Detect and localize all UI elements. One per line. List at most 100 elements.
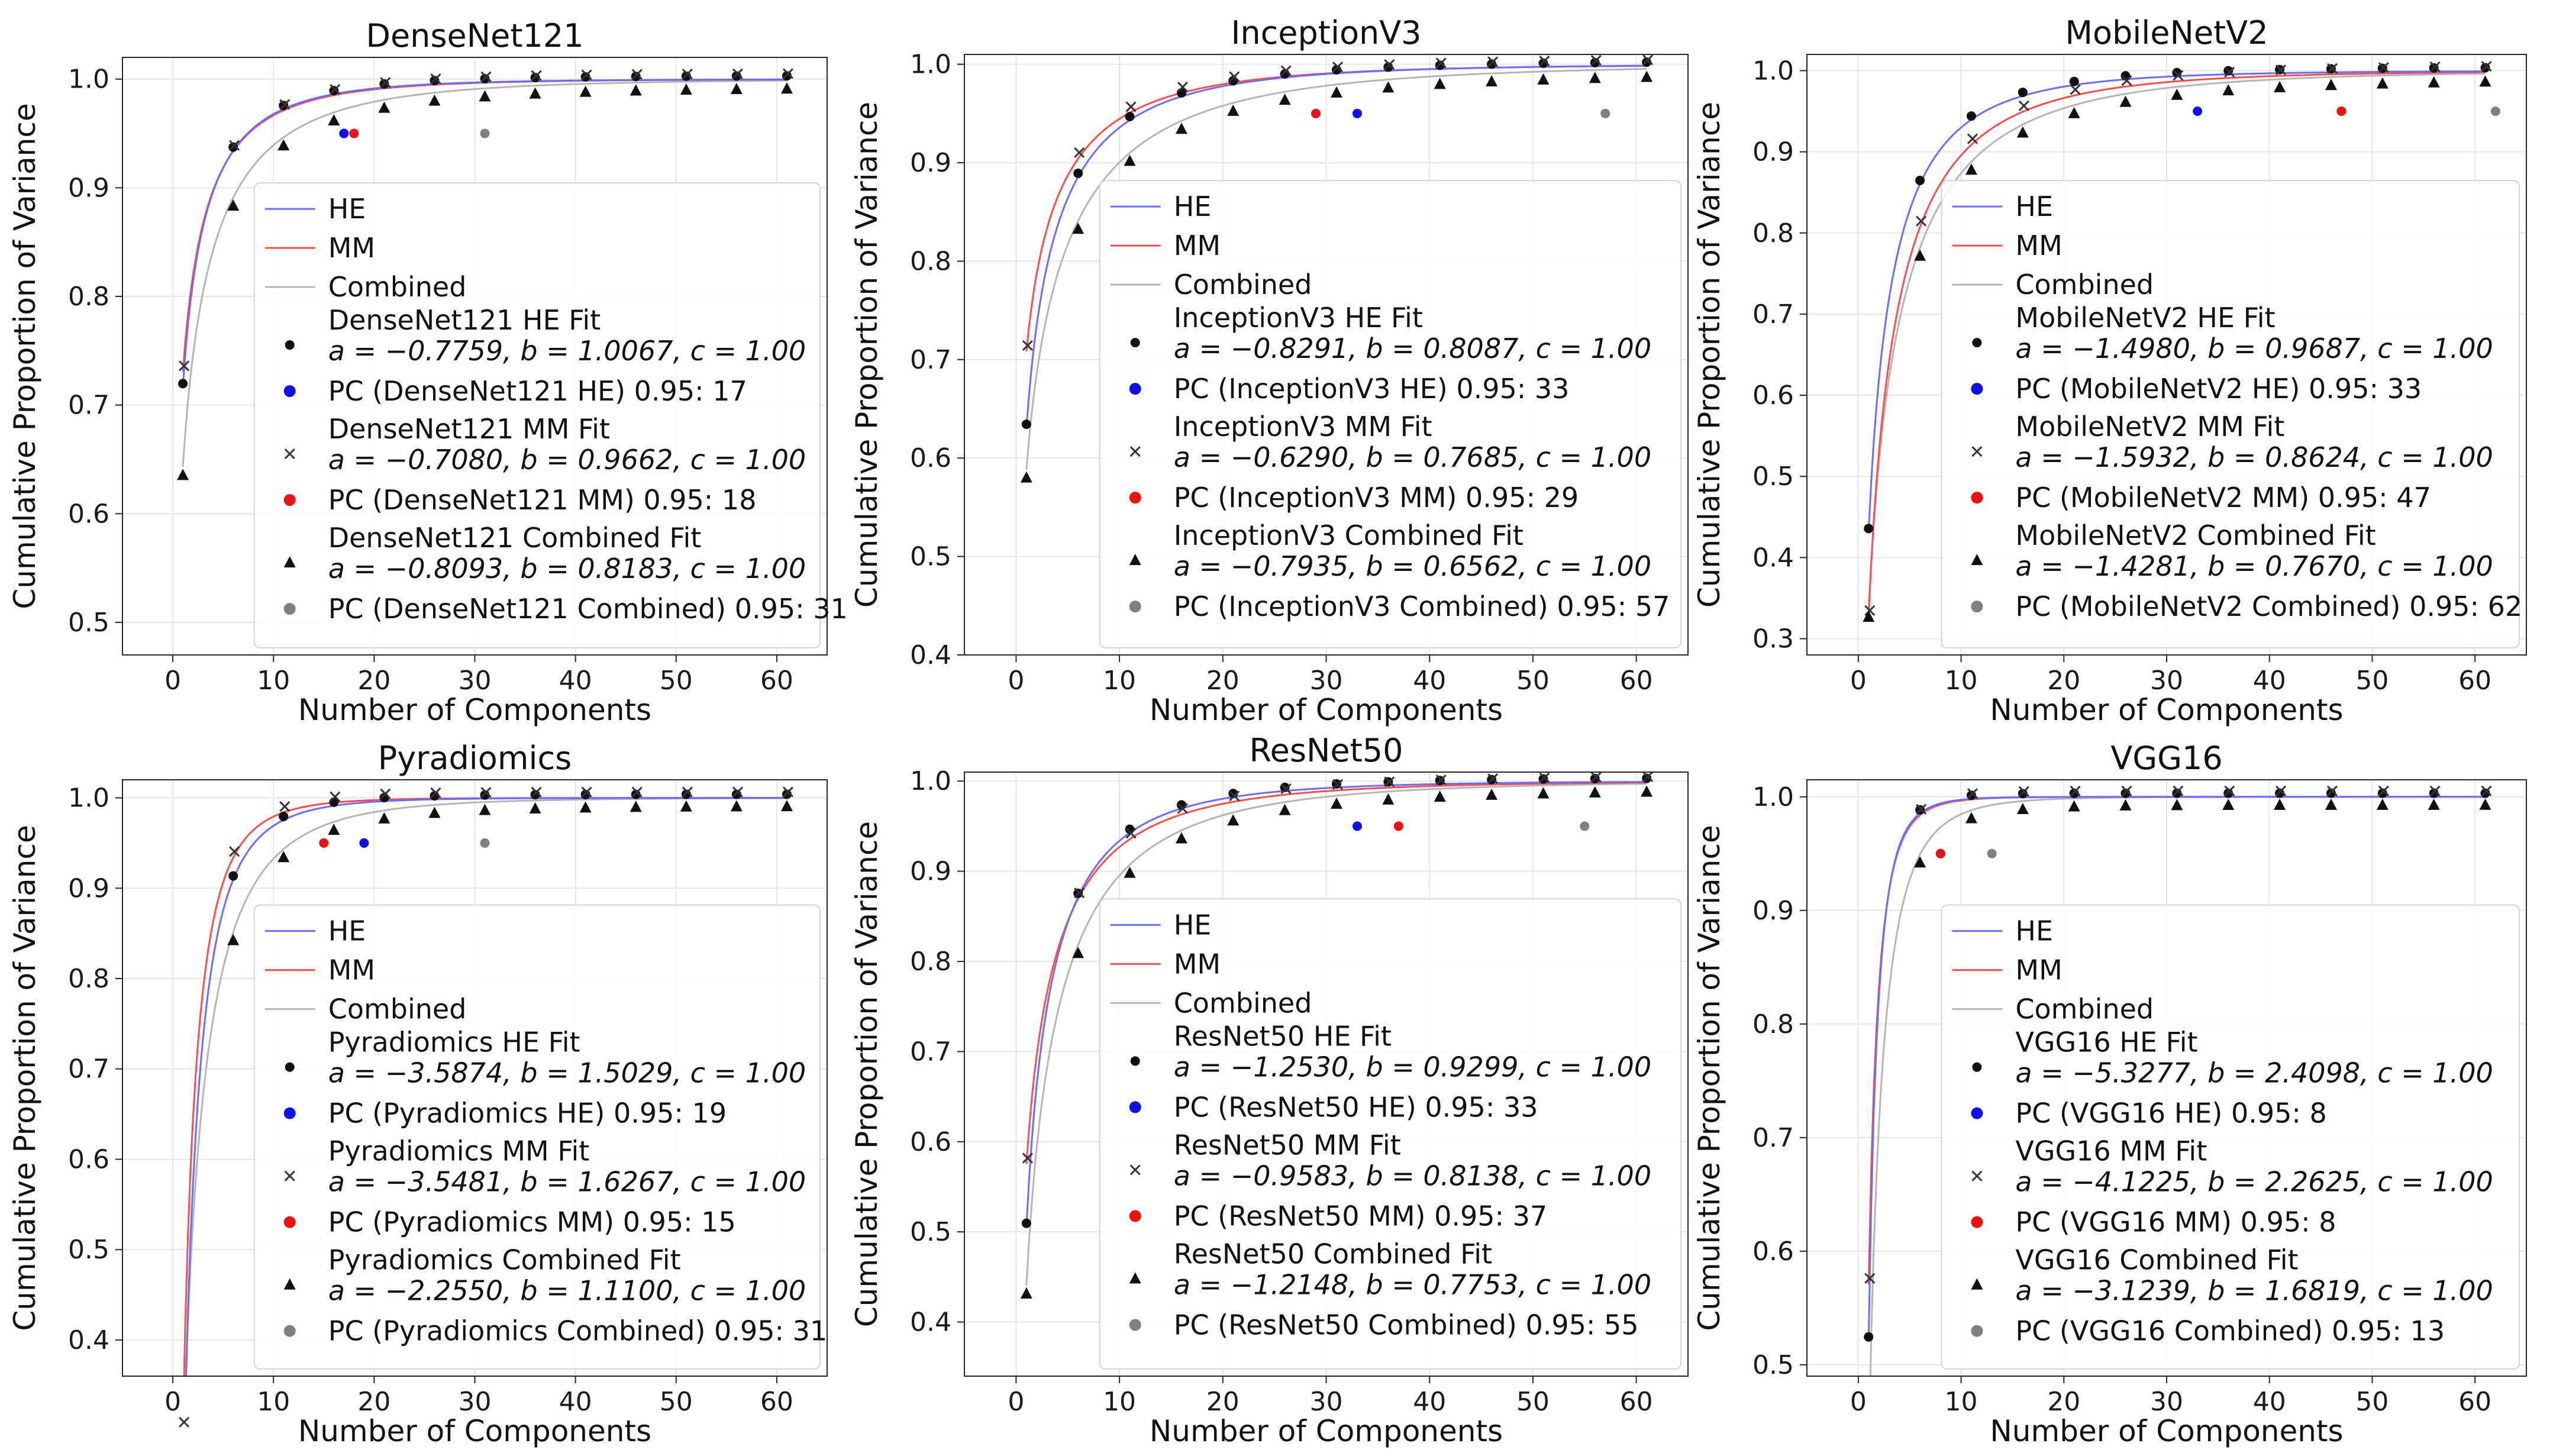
x-tick-label: 10 xyxy=(1103,1387,1136,1417)
mm-sample-marker xyxy=(1487,773,1499,785)
y-tick-label: 0.5 xyxy=(1752,461,1794,492)
x-tick-label: 0 xyxy=(164,1387,181,1417)
chart-panel-1: 0 10 20 30 40 50 60 0.5 0.6 0.7 0.8 0.9 1.0 DenseNet1… xyxy=(8,17,848,727)
combined-sample-marker xyxy=(2376,77,2389,89)
combined-sample-marker xyxy=(529,802,541,813)
legend-mm-pc-marker xyxy=(1971,1216,1983,1228)
legend-cb-pc-label: PC (Pyradiomics Combined) 0.95: 31 xyxy=(328,1315,827,1347)
combined-sample-marker xyxy=(227,934,240,945)
mm-sample-marker xyxy=(2378,62,2389,73)
legend-he-marker xyxy=(285,340,295,350)
x-tick-label: 0 xyxy=(1850,1387,1867,1417)
legend-mm-pc-marker xyxy=(1129,1210,1141,1222)
x-tick-label: 50 xyxy=(2355,666,2389,696)
x-tick-label: 30 xyxy=(1310,1387,1343,1417)
y-tick-label: 0.6 xyxy=(910,443,951,473)
legend-label-mm: MM xyxy=(2015,230,2062,262)
mm-sample-marker xyxy=(531,786,542,798)
legend-mm-pc-label: PC (MobileNetV2 MM) 0.95: 47 xyxy=(2015,482,2431,514)
combined-sample-marker xyxy=(1279,93,1291,105)
legend-box xyxy=(253,182,821,649)
mm-sample-marker xyxy=(1280,65,1292,76)
mm-sample-marker xyxy=(1384,59,1395,70)
mm-sample-marker xyxy=(1074,887,1085,899)
x-tick-label: 20 xyxy=(2047,666,2080,696)
legend-mm-fit-params: a = −0.6290, b = 0.7685, c = 1.00 xyxy=(1174,441,1651,473)
x-tick-label: 30 xyxy=(2150,1387,2183,1417)
mm-sample-marker xyxy=(682,786,693,798)
y-tick-label: 1.0 xyxy=(910,766,951,796)
he-sample-marker xyxy=(1966,111,1976,121)
legend-he-pc-label: PC (ResNet50 HE) 0.95: 33 xyxy=(1174,1091,1538,1123)
mm-sample-marker xyxy=(782,786,794,798)
x-axis-label: Number of Components xyxy=(1990,1414,2343,1448)
x-tick-label: 40 xyxy=(1413,666,1446,696)
chart-title: MobileNetV2 xyxy=(2065,14,2268,51)
mm-sample-marker xyxy=(1229,790,1240,802)
y-tick-label: 0.5 xyxy=(910,542,951,572)
legend-he-pc-label: PC (DenseNet121 HE) 0.95: 17 xyxy=(328,375,747,407)
legend-mm-marker xyxy=(284,448,295,460)
legend-cb-fit-title: VGG16 Combined Fit xyxy=(2015,1244,2298,1276)
mm-sample-marker xyxy=(2121,785,2132,796)
combined-sample-marker xyxy=(428,94,441,106)
y-tick-label: 0.5 xyxy=(1752,1350,1794,1380)
he-sample-marker xyxy=(1073,168,1083,178)
combined-sample-marker xyxy=(1641,70,1653,82)
legend-box xyxy=(1099,180,1682,648)
legend-cb-fit-title: MobileNetV2 Combined Fit xyxy=(2015,519,2376,551)
legend-label-combined: Combined xyxy=(328,271,467,303)
mm-sample-marker xyxy=(2378,785,2389,796)
x-axis-label: Number of Components xyxy=(1150,1414,1503,1448)
legend-cb-fit-params: a = −0.7935, b = 0.6562, c = 1.00 xyxy=(1174,550,1651,582)
combined-sample-marker xyxy=(1227,104,1240,116)
chart-panel-5: 0 10 20 30 40 50 60 0.4 0.5 0.6 0.7 0.8 0.9 1.0 ResNet… xyxy=(850,732,1689,1448)
x-tick-label: 10 xyxy=(1103,666,1136,696)
x-tick-label: 60 xyxy=(2458,1387,2491,1417)
y-axis-label: Cumulative Proportion of Variance xyxy=(8,825,42,1331)
y-tick-label: 0.9 xyxy=(910,148,951,178)
combined-sample-marker xyxy=(2222,84,2235,96)
he-sample-marker xyxy=(2018,88,2028,98)
combined-sample-marker xyxy=(428,806,441,818)
y-tick-label: 0.7 xyxy=(68,1054,109,1084)
mm-sample-marker xyxy=(631,69,643,80)
pc-point-mm xyxy=(2336,106,2347,117)
mm-sample-marker xyxy=(1125,828,1137,839)
y-axis-label: Cumulative Proportion of Variance xyxy=(850,821,884,1327)
legend-box xyxy=(1941,180,2520,648)
pc-point-he xyxy=(339,128,349,138)
combined-sample-marker xyxy=(630,800,642,812)
mm-sample-marker xyxy=(2018,786,2029,797)
combined-sample-marker xyxy=(1589,72,1601,83)
legend-label-he: HE xyxy=(2015,915,2053,947)
mm-sample-marker xyxy=(782,68,794,79)
mm-sample-marker xyxy=(229,140,240,151)
mm-sample-marker xyxy=(1539,55,1550,67)
legend-he-pc-label: PC (VGG16 HE) 0.95: 8 xyxy=(2015,1097,2326,1129)
y-tick-label: 0.9 xyxy=(68,173,109,203)
x-tick-label: 60 xyxy=(1620,666,1653,696)
pc-point-combined xyxy=(1987,848,1997,858)
combined-sample-marker xyxy=(2068,800,2080,812)
x-tick-label: 30 xyxy=(1310,666,1343,696)
x-tick-label: 10 xyxy=(257,666,290,696)
combined-sample-marker xyxy=(1072,222,1085,234)
legend-he-fit-params: a = −3.5874, b = 1.5029, c = 1.00 xyxy=(328,1057,806,1089)
legend-mm-fit-params: a = −0.7080, b = 0.9662, c = 1.00 xyxy=(328,444,806,476)
legend-he-fit-params: a = −0.7759, b = 1.0067, c = 1.00 xyxy=(328,335,806,367)
legend-mm-marker xyxy=(284,1170,295,1181)
he-sample-marker xyxy=(1125,112,1135,122)
combined-sample-marker xyxy=(1072,947,1085,958)
mm-sample-marker xyxy=(2326,63,2338,74)
x-tick-label: 40 xyxy=(559,1387,592,1417)
pc-point-he xyxy=(1352,821,1362,831)
mm-sample-marker xyxy=(229,846,240,857)
combined-sample-marker xyxy=(2119,799,2132,811)
legend-cb-marker xyxy=(1971,1278,1983,1290)
combined-sample-marker xyxy=(2428,798,2440,810)
he-sample-marker xyxy=(2069,76,2079,86)
mm-sample-marker xyxy=(2224,66,2235,78)
